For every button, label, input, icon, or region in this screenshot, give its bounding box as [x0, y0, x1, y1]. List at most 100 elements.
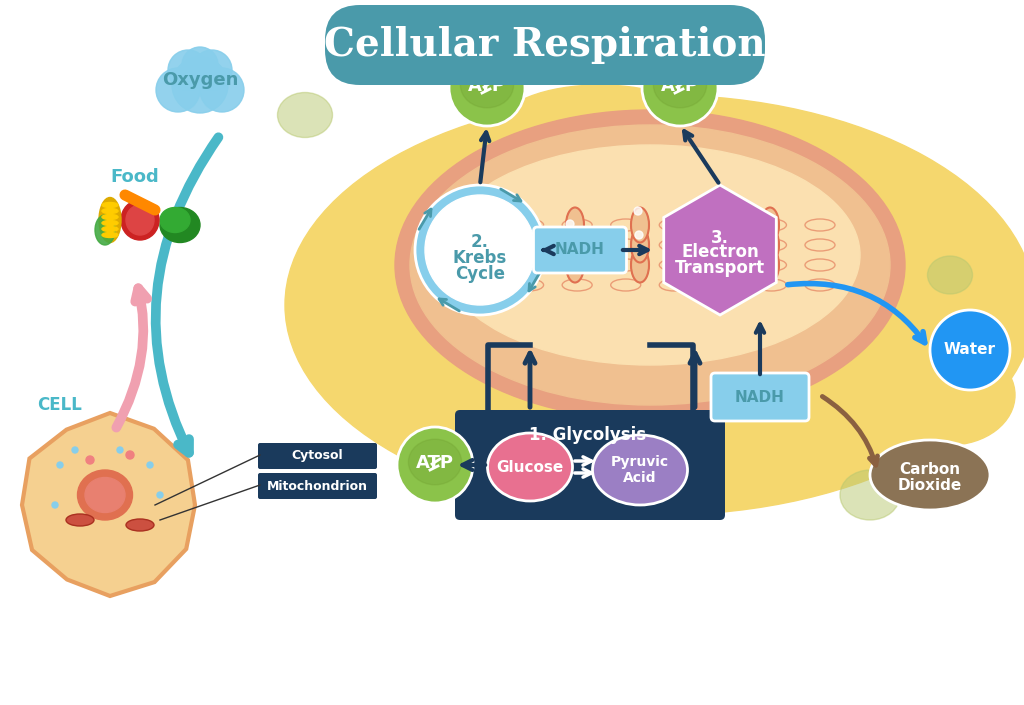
Ellipse shape — [631, 228, 649, 262]
Ellipse shape — [562, 279, 592, 291]
Ellipse shape — [461, 62, 514, 108]
Ellipse shape — [278, 92, 333, 137]
Ellipse shape — [668, 220, 676, 228]
Ellipse shape — [757, 259, 786, 271]
Ellipse shape — [634, 207, 642, 215]
Ellipse shape — [72, 447, 78, 453]
Ellipse shape — [631, 247, 649, 283]
Ellipse shape — [566, 220, 574, 228]
FancyBboxPatch shape — [711, 373, 809, 421]
Ellipse shape — [708, 259, 738, 271]
Text: NADH: NADH — [735, 389, 785, 405]
Ellipse shape — [440, 145, 860, 365]
Text: 1. Glycolysis: 1. Glycolysis — [529, 426, 646, 444]
Ellipse shape — [566, 228, 584, 262]
Text: Carbon: Carbon — [899, 462, 961, 477]
Ellipse shape — [680, 259, 688, 267]
FancyBboxPatch shape — [325, 5, 765, 85]
Text: 2.: 2. — [471, 233, 489, 251]
FancyBboxPatch shape — [455, 410, 725, 520]
Ellipse shape — [653, 62, 707, 108]
Ellipse shape — [430, 395, 630, 515]
Ellipse shape — [390, 235, 510, 335]
Ellipse shape — [57, 462, 63, 468]
Ellipse shape — [757, 239, 786, 251]
Ellipse shape — [465, 259, 495, 271]
Ellipse shape — [805, 259, 835, 271]
Ellipse shape — [117, 447, 123, 453]
Ellipse shape — [156, 68, 200, 112]
FancyBboxPatch shape — [258, 443, 377, 469]
Ellipse shape — [840, 165, 961, 265]
Ellipse shape — [52, 502, 58, 508]
Text: Food: Food — [111, 168, 160, 186]
Text: ATP: ATP — [662, 77, 699, 95]
Ellipse shape — [102, 202, 118, 207]
Ellipse shape — [102, 209, 118, 214]
Ellipse shape — [415, 185, 545, 315]
Ellipse shape — [708, 239, 738, 251]
Polygon shape — [22, 413, 195, 596]
Ellipse shape — [147, 462, 153, 468]
Ellipse shape — [708, 219, 738, 231]
Text: Pyruvic
Acid: Pyruvic Acid — [611, 455, 669, 485]
Ellipse shape — [696, 228, 714, 262]
Ellipse shape — [465, 219, 495, 231]
Ellipse shape — [501, 247, 519, 283]
Ellipse shape — [635, 231, 643, 239]
Text: Cellular Respiration: Cellular Respiration — [325, 26, 766, 64]
Ellipse shape — [397, 427, 473, 503]
Ellipse shape — [395, 110, 905, 420]
Ellipse shape — [182, 47, 218, 83]
Ellipse shape — [102, 226, 118, 231]
Ellipse shape — [610, 259, 641, 271]
FancyBboxPatch shape — [258, 473, 377, 499]
Ellipse shape — [78, 470, 132, 520]
Ellipse shape — [501, 207, 519, 243]
Ellipse shape — [66, 514, 94, 526]
Ellipse shape — [102, 221, 118, 226]
Text: Transport: Transport — [675, 259, 765, 277]
Ellipse shape — [126, 451, 134, 459]
Ellipse shape — [514, 259, 544, 271]
Ellipse shape — [514, 279, 544, 291]
Ellipse shape — [465, 279, 495, 291]
Ellipse shape — [696, 247, 714, 283]
Ellipse shape — [449, 50, 525, 126]
Ellipse shape — [659, 279, 689, 291]
Text: NADH: NADH — [555, 243, 605, 257]
Ellipse shape — [757, 219, 786, 231]
Ellipse shape — [157, 492, 163, 498]
Text: ATP: ATP — [416, 454, 454, 472]
FancyBboxPatch shape — [534, 227, 627, 273]
Ellipse shape — [562, 219, 592, 231]
Text: Dioxide: Dioxide — [898, 477, 963, 493]
Ellipse shape — [193, 50, 232, 90]
Ellipse shape — [930, 310, 1010, 390]
Ellipse shape — [126, 519, 154, 531]
Ellipse shape — [610, 239, 641, 251]
Ellipse shape — [86, 456, 94, 464]
Ellipse shape — [514, 239, 544, 251]
Ellipse shape — [168, 50, 208, 90]
Ellipse shape — [805, 279, 835, 291]
Ellipse shape — [659, 239, 689, 251]
Ellipse shape — [610, 219, 641, 231]
Ellipse shape — [126, 205, 154, 235]
Ellipse shape — [631, 207, 649, 243]
Ellipse shape — [805, 239, 835, 251]
Ellipse shape — [885, 345, 1015, 445]
Ellipse shape — [409, 439, 462, 485]
Ellipse shape — [928, 256, 973, 294]
Ellipse shape — [642, 50, 718, 126]
Ellipse shape — [708, 279, 738, 291]
Ellipse shape — [172, 57, 228, 113]
Text: 3.: 3. — [711, 229, 729, 247]
Ellipse shape — [566, 207, 584, 243]
Text: Mitochondrion: Mitochondrion — [266, 479, 368, 493]
Ellipse shape — [102, 233, 118, 238]
Ellipse shape — [562, 259, 592, 271]
Ellipse shape — [410, 125, 890, 405]
Ellipse shape — [566, 247, 584, 283]
Ellipse shape — [659, 259, 689, 271]
